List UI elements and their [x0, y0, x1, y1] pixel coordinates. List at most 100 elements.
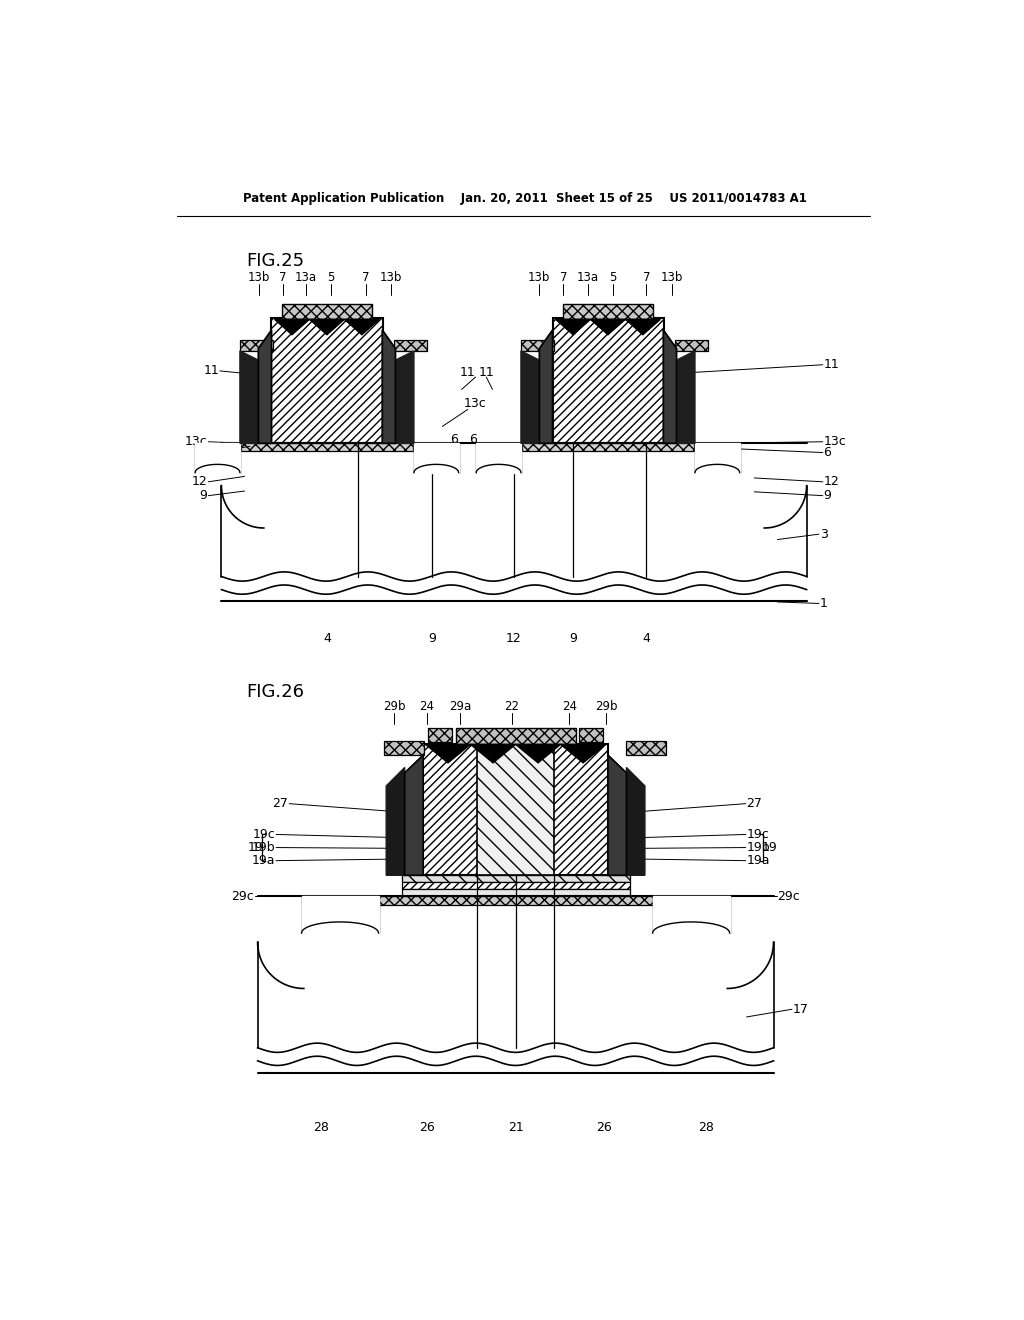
- Text: 4: 4: [642, 631, 650, 644]
- Text: 17: 17: [793, 1003, 809, 1016]
- Bar: [423, 744, 608, 875]
- Text: 19b: 19b: [252, 841, 275, 854]
- Polygon shape: [591, 319, 626, 335]
- Polygon shape: [395, 351, 414, 444]
- Text: FIG.26: FIG.26: [246, 682, 304, 701]
- Bar: [384, 742, 424, 755]
- Text: 22: 22: [504, 700, 519, 713]
- Text: 19c: 19c: [253, 828, 275, 841]
- Polygon shape: [664, 330, 677, 444]
- Text: 6: 6: [450, 433, 458, 446]
- Polygon shape: [476, 444, 521, 473]
- Text: 28: 28: [313, 1121, 330, 1134]
- Polygon shape: [470, 744, 515, 763]
- Text: Patent Application Publication    Jan. 20, 2011  Sheet 15 of 25    US 2011/00147: Patent Application Publication Jan. 20, …: [243, 191, 807, 205]
- Polygon shape: [301, 896, 379, 933]
- Text: 9: 9: [200, 490, 208, 502]
- Text: 5: 5: [327, 271, 335, 284]
- Text: FIG.25: FIG.25: [246, 252, 304, 269]
- Text: 7: 7: [280, 271, 287, 284]
- Polygon shape: [540, 330, 553, 444]
- Text: 19a: 19a: [746, 854, 770, 867]
- Text: 6: 6: [469, 433, 477, 446]
- Bar: [563, 304, 653, 319]
- Text: 29c: 29c: [777, 890, 800, 903]
- Text: 26: 26: [419, 1121, 435, 1134]
- Text: 9: 9: [428, 631, 436, 644]
- Text: 19b: 19b: [746, 841, 770, 854]
- Text: 5: 5: [609, 271, 616, 284]
- Text: 12: 12: [191, 475, 208, 488]
- Polygon shape: [258, 896, 773, 1090]
- Polygon shape: [240, 351, 258, 444]
- Polygon shape: [404, 755, 423, 875]
- Text: 13a: 13a: [295, 271, 317, 284]
- Bar: [626, 742, 666, 755]
- Text: 13a: 13a: [577, 271, 599, 284]
- Polygon shape: [309, 319, 344, 335]
- Bar: [521, 341, 554, 351]
- Text: 13b: 13b: [527, 271, 550, 284]
- Text: 21: 21: [508, 1121, 523, 1134]
- Text: 13b: 13b: [248, 271, 270, 284]
- Text: 24: 24: [420, 700, 434, 713]
- Text: 26: 26: [596, 1121, 612, 1134]
- Polygon shape: [626, 319, 660, 335]
- Text: 28: 28: [698, 1121, 715, 1134]
- Polygon shape: [382, 330, 395, 444]
- Polygon shape: [258, 330, 271, 444]
- Text: 19a: 19a: [252, 854, 275, 867]
- Bar: [401, 890, 630, 896]
- Text: 11: 11: [204, 364, 219, 378]
- Text: 13b: 13b: [380, 271, 402, 284]
- Bar: [553, 318, 665, 444]
- Bar: [242, 444, 413, 451]
- Polygon shape: [425, 744, 470, 763]
- Bar: [675, 341, 708, 351]
- Polygon shape: [560, 744, 605, 763]
- Text: 6: 6: [823, 446, 831, 459]
- Text: 19: 19: [247, 841, 263, 854]
- Text: 7: 7: [643, 271, 650, 284]
- Text: 11: 11: [478, 366, 495, 379]
- Polygon shape: [695, 444, 739, 473]
- Text: 19: 19: [762, 841, 777, 854]
- Polygon shape: [608, 755, 627, 875]
- Bar: [477, 744, 554, 875]
- Text: 29b: 29b: [383, 700, 406, 713]
- Text: 29a: 29a: [449, 700, 471, 713]
- Bar: [456, 729, 575, 743]
- Polygon shape: [386, 767, 404, 875]
- Text: 11: 11: [460, 366, 476, 379]
- Text: 24: 24: [562, 700, 577, 713]
- Text: 11: 11: [823, 358, 840, 371]
- Text: 29c: 29c: [231, 890, 254, 903]
- Text: 27: 27: [272, 797, 289, 810]
- Polygon shape: [652, 896, 730, 933]
- Text: 6: 6: [211, 445, 219, 458]
- Polygon shape: [515, 744, 560, 763]
- Text: 7: 7: [362, 271, 370, 284]
- Text: 7: 7: [559, 271, 567, 284]
- Bar: [271, 318, 383, 444]
- Text: 27: 27: [746, 797, 763, 810]
- Polygon shape: [414, 444, 459, 473]
- Polygon shape: [274, 319, 309, 335]
- Text: 3: 3: [819, 528, 827, 541]
- Polygon shape: [556, 319, 591, 335]
- Bar: [240, 341, 273, 351]
- Polygon shape: [344, 319, 379, 335]
- Bar: [522, 444, 694, 451]
- Text: 1: 1: [819, 597, 827, 610]
- Bar: [401, 875, 630, 882]
- Text: 29b: 29b: [595, 700, 617, 713]
- Polygon shape: [627, 767, 645, 875]
- Bar: [401, 882, 630, 890]
- Text: 19c: 19c: [746, 828, 769, 841]
- Text: 9: 9: [569, 631, 578, 644]
- Bar: [428, 729, 453, 742]
- Text: 13c: 13c: [184, 436, 208, 449]
- Text: 13b: 13b: [660, 271, 683, 284]
- Bar: [351, 896, 680, 906]
- Polygon shape: [221, 444, 807, 620]
